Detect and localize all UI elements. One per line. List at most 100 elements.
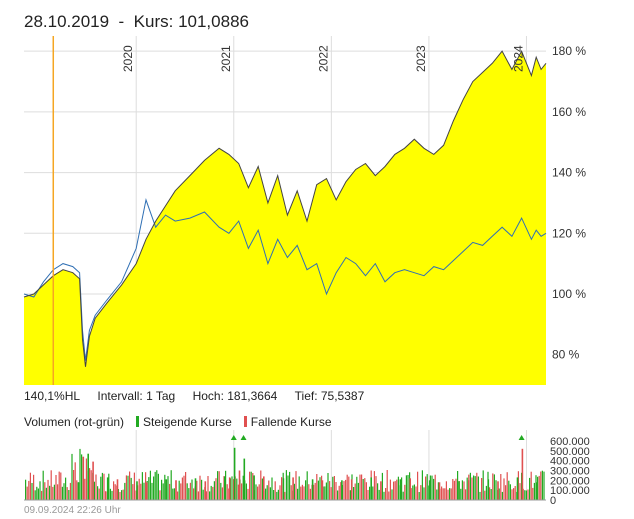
volume-bar-filler (220, 482, 222, 500)
volume-bar-filler (338, 485, 340, 500)
volume-peak-marker (240, 435, 247, 440)
cursor-price: Kurs: 101,0886 (133, 12, 249, 31)
volume-bar-filler (31, 483, 33, 500)
y-tick-label: 160 % (552, 105, 586, 119)
volume-bar-filler (97, 486, 99, 500)
x-tick-label: 2022 (316, 45, 330, 72)
rising-label: Steigende Kurse (143, 415, 232, 429)
x-axis-ticks: 2020 2021 2022 2023 2024 (121, 45, 525, 72)
volume-bar-filler (269, 487, 271, 500)
volume-bar-filler (271, 477, 273, 500)
volume-bar-filler (498, 488, 500, 500)
volume-bar-filler (514, 486, 516, 500)
volume-bar-filler (490, 489, 492, 500)
volume-bar-filler (122, 489, 124, 500)
volume-bar-filler (389, 479, 391, 500)
volume-bar-filler (413, 484, 415, 500)
volume-bar-filler (140, 483, 142, 500)
volume-bar-filler (441, 486, 443, 500)
volume-bar-filler (353, 487, 355, 500)
volume-bar-filler (385, 488, 387, 500)
x-tick-label: 2024 (511, 45, 525, 72)
volume-bar-filler (202, 489, 204, 500)
volume-bar-filler (410, 488, 412, 500)
volume-bar-filler (421, 470, 423, 500)
volume-tick-label: 300.000 (550, 465, 590, 477)
volume-bar-filler (159, 490, 161, 500)
volume-bar-filler (437, 482, 439, 500)
volume-bar-filler (356, 476, 358, 500)
volume-bar-falling (438, 482, 441, 500)
volume-bar-filler (28, 480, 30, 500)
volume-bar-filler (431, 475, 433, 500)
volume-bar-filler (495, 480, 497, 500)
volume-bar-filler (503, 478, 505, 500)
volume-tick-label: 200.000 (550, 475, 590, 487)
volume-bar-falling (116, 479, 119, 500)
hl-value: 140,1%HL (24, 389, 81, 403)
volume-bar-filler (215, 478, 217, 500)
volume-bar-filler (157, 473, 159, 500)
volume-bar-filler (241, 483, 243, 500)
volume-chart (24, 435, 546, 501)
volume-bar-rising (106, 477, 109, 500)
volume-bar-filler (369, 486, 371, 500)
volume-bar-filler (33, 474, 35, 500)
volume-bar-filler (68, 490, 70, 500)
volume-bar-filler (228, 488, 230, 500)
volume-bar-rising (233, 447, 236, 500)
volume-bar-filler (482, 470, 484, 500)
volume-bar-filler (226, 484, 228, 500)
y-tick-label: 140 % (552, 166, 586, 180)
volume-bar-filler (84, 478, 86, 500)
volume-tick-label: 100.000 (550, 485, 590, 497)
volume-bar-filler (63, 483, 65, 500)
volume-bar-filler (266, 485, 268, 500)
volume-bar-falling (350, 479, 353, 500)
volume-bar-filler (148, 477, 150, 500)
volume-bar-filler (340, 482, 342, 500)
volume-bar-filler (314, 482, 316, 500)
volume-bar-filler (388, 491, 390, 500)
volume-bar-filler (69, 482, 71, 500)
falling-label: Fallende Kurse (250, 415, 332, 429)
y-tick-label: 120 % (552, 226, 586, 240)
volume-bar-filler (463, 481, 465, 500)
volume-bar-filler (378, 489, 380, 500)
volume-bar-filler (37, 488, 39, 500)
volume-bar-filler (506, 472, 508, 500)
volume-bar-filler (177, 491, 179, 500)
volume-bar-filler (245, 483, 247, 500)
volume-bar-filler (218, 471, 220, 500)
volume-bar-filler (287, 475, 289, 500)
volume-bar-filler (301, 484, 303, 500)
volume-bar-rising (370, 477, 372, 500)
volume-bar-filler (325, 482, 327, 500)
volume-bar-filler (434, 474, 436, 500)
volume-bar-filler (105, 491, 107, 500)
status-bar: 140,1%HL Intervall: 1 Tag Hoch: 181,3664… (24, 389, 378, 403)
volume-bar-filler (445, 481, 447, 500)
volume-bar-filler (167, 476, 169, 500)
volume-bar-filler (489, 487, 491, 500)
volume-bar-filler (513, 488, 515, 500)
volume-bar-filler (188, 488, 190, 500)
volume-bar-filler (29, 472, 31, 500)
volume-bar-filler (529, 477, 531, 500)
volume-bar-falling (497, 481, 499, 500)
volume-bar-filler (372, 486, 374, 500)
volume-bar-filler (357, 482, 359, 500)
volume-bar-filler (183, 475, 185, 500)
volume-bar-filler (535, 475, 537, 500)
volume-bar-filler (415, 486, 417, 500)
volume-bar-filler (471, 477, 473, 500)
volume-bar-filler (153, 476, 155, 500)
volume-bar-filler (359, 474, 361, 500)
volume-bar-filler (401, 477, 403, 500)
chart-title: 28.10.2019 - Kurs: 101,0886 (24, 12, 249, 32)
volume-bar-filler (52, 486, 54, 500)
volume-bar-filler (170, 470, 172, 500)
volume-bar-rising (243, 458, 246, 500)
y-tick-label: 100 % (552, 287, 586, 301)
